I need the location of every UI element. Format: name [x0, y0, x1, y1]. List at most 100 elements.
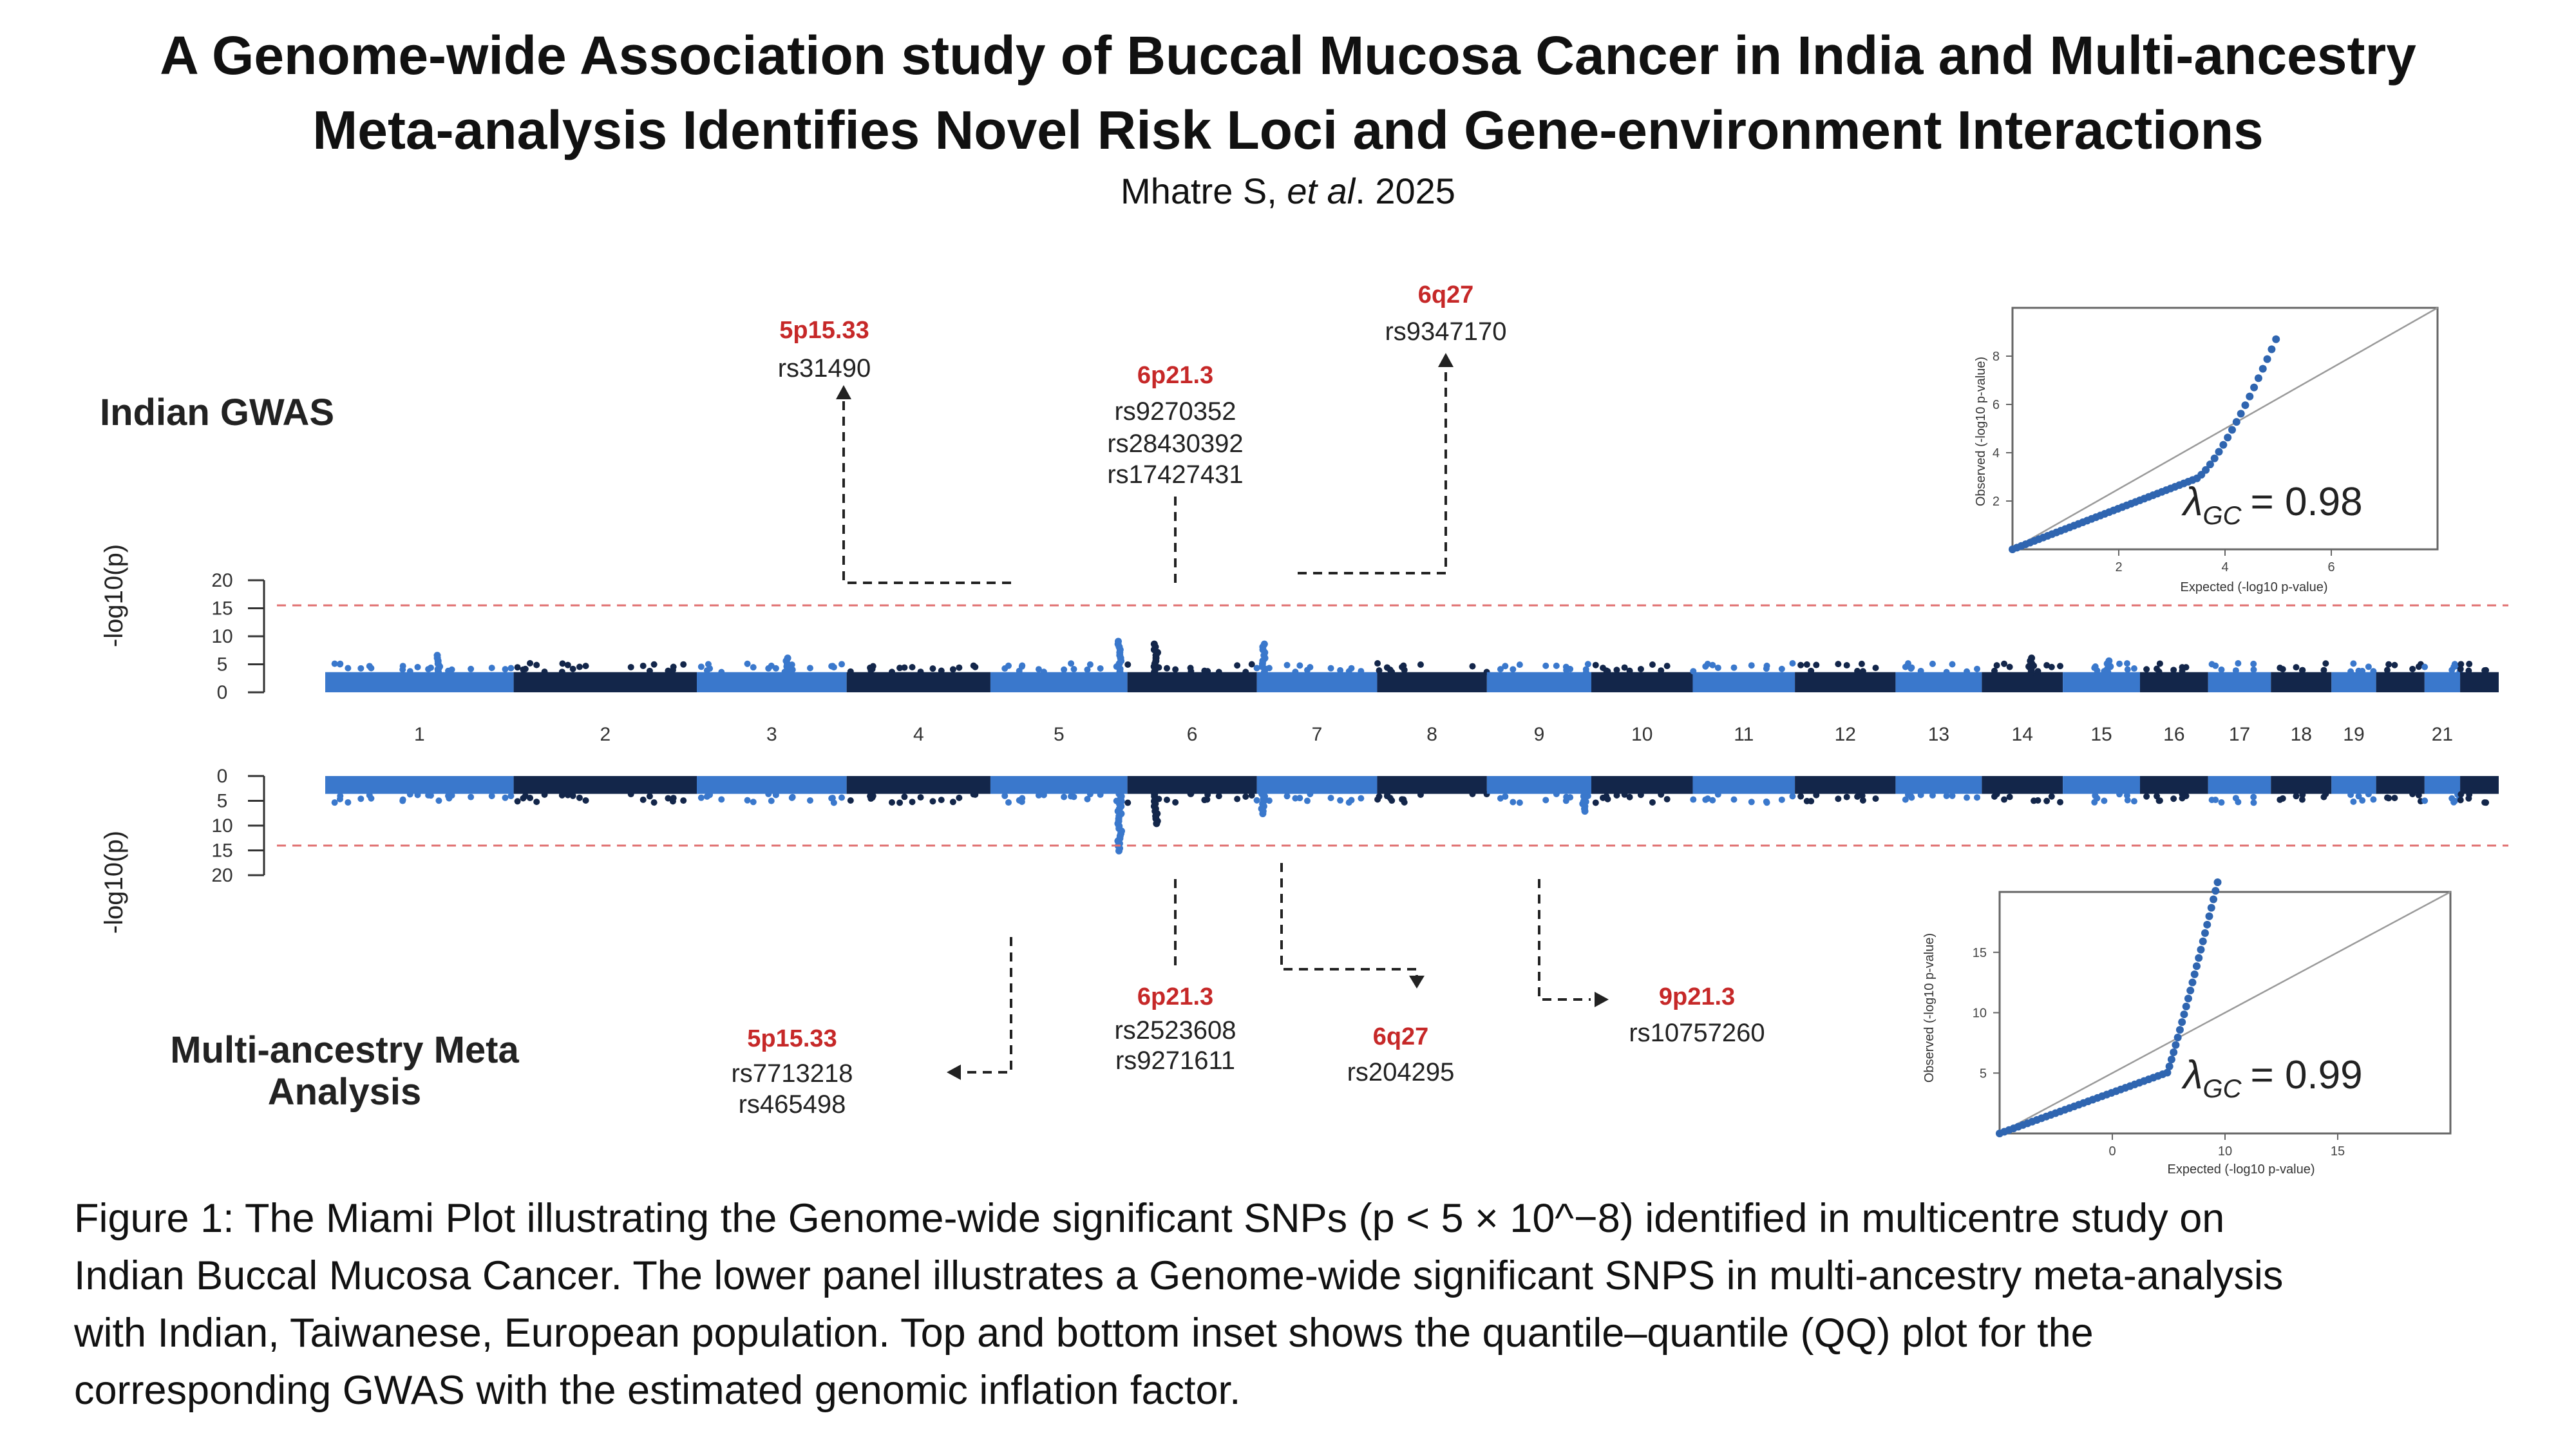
bottom-snp-point: [2350, 798, 2357, 805]
bottom-snp-point: [1690, 796, 1697, 803]
bottom-snp-point: [646, 793, 653, 800]
bottom-snp-point: [1808, 798, 1815, 805]
bottom-snp-point: [1592, 799, 1599, 806]
bottom-snp-point: [1778, 796, 1785, 803]
bottom-snp-point: [1621, 791, 1628, 798]
chromosome-label: 2: [600, 724, 611, 745]
top-snp-point: [488, 665, 495, 672]
bottom-chrom-band: [1795, 776, 1896, 794]
bottom-snp-point: [650, 799, 658, 806]
top-snp-point: [1563, 667, 1570, 674]
bottom-snp-point: [1040, 791, 1047, 799]
top-snp-point: [2170, 667, 2177, 674]
top-snp-point: [627, 663, 634, 670]
top-snp-point: [445, 667, 452, 674]
top-chrom-band: [2271, 672, 2332, 692]
bottom-snp-point: [1204, 791, 1211, 798]
bottom-snp-point: [1253, 797, 1260, 804]
bottom-snp-point: [2154, 793, 2161, 800]
top-snp-point: [541, 668, 548, 676]
bottom-snp-point: [2359, 797, 2366, 804]
top-chrom-band: [2331, 672, 2376, 692]
top-chrom-band: [2460, 672, 2499, 692]
qq-point: [2199, 937, 2207, 945]
chromosome-label: 3: [766, 724, 777, 745]
top-snp-point: [345, 665, 352, 672]
bottom-snp-point: [2347, 791, 2354, 799]
qq-point: [2224, 433, 2232, 442]
top-snp-point: [1993, 662, 2000, 669]
qq-x-tick-label: 6: [2327, 560, 2334, 574]
qq-point: [2184, 994, 2192, 1003]
top-snp-point: [558, 668, 565, 676]
bottom-snp-point: [399, 796, 406, 803]
qq-point: [2170, 1048, 2178, 1057]
top-snp-point: [1763, 662, 1770, 669]
bottom-snp-point: [917, 794, 924, 801]
bottom-snp-point: [765, 790, 772, 797]
bottom-chrom-band: [325, 776, 514, 794]
qq-point: [2167, 1056, 2175, 1064]
top-snp-point: [938, 667, 945, 674]
top-snp-point: [1582, 668, 1589, 676]
top-snp-point: [1016, 667, 1023, 674]
top-snp-point: [468, 665, 475, 672]
qq-point: [2268, 345, 2276, 354]
bottom-snp-point: [435, 797, 442, 804]
bottom-snp-point: [1542, 797, 1549, 804]
bottom-snp-point: [2001, 796, 2008, 803]
bottom-snp-point: [1201, 797, 1208, 804]
qq-point: [2237, 410, 2245, 418]
top-snp-point: [1626, 667, 1633, 674]
bottom-snp-point: [1163, 797, 1170, 804]
bottom-snp-point: [533, 799, 540, 806]
bottom-chrom-band: [1486, 776, 1592, 794]
chromosome-label: 4: [913, 724, 924, 745]
top-chrom-band: [2376, 672, 2425, 692]
top-snp-point: [522, 665, 529, 672]
bottom-chrom-band: [513, 776, 697, 794]
bottom-snp-point: [1345, 799, 1352, 806]
qq-point: [2210, 895, 2218, 904]
top-snp-point: [1296, 662, 1303, 669]
bottom-chrom-band: [1377, 776, 1487, 794]
bottom-snp-point: [2208, 797, 2215, 804]
top-snp-point: [331, 660, 338, 667]
bottom-snp-point: [2370, 796, 2377, 803]
bottom-snp-point: [2365, 791, 2372, 798]
bottom-snp-point: [838, 794, 846, 801]
bottom-snp-point: [1859, 792, 1866, 799]
bottom-snp-point: [888, 799, 895, 806]
bottom-snp-point: [2355, 793, 2362, 800]
top-snp-point: [1553, 662, 1560, 669]
top-snp-point: [2483, 667, 2490, 674]
bot-snp-rs204295: rs204295: [1347, 1058, 1455, 1086]
bottom-snp-point: [2116, 791, 2123, 798]
bottom-snp-point: [1604, 795, 1611, 802]
bottom-snp-point: [1358, 795, 1365, 802]
bottom-snp-point: [507, 792, 515, 799]
bottom-chrom-band: [2376, 776, 2425, 794]
qq-point: [2186, 987, 2195, 995]
top-chrom-band: [1591, 672, 1693, 692]
bottom-snp-point: [788, 794, 795, 801]
bottom-snp-point: [1943, 792, 1950, 799]
top-snp-point: [2448, 667, 2456, 674]
chromosome-label: 18: [2291, 724, 2312, 745]
chromosome-label: 5: [1054, 724, 1065, 745]
top-snp-point: [1307, 664, 1314, 671]
qq-point: [2182, 1002, 2190, 1010]
top-snp-point: [2123, 660, 2130, 667]
top-snp-point: [1949, 661, 1956, 668]
top-snp-point: [1714, 664, 1721, 671]
qq-y-tick-label: 6: [1993, 398, 2000, 412]
bottom-snp-point: [1215, 793, 1222, 800]
qq-point: [2190, 970, 2199, 978]
bottom-snp-point: [2124, 797, 2131, 804]
top-chrom-band: [1982, 672, 2063, 692]
top-snp-point: [929, 665, 936, 672]
top-snp-point: [1497, 666, 1504, 673]
bottom-snp-point: [639, 796, 647, 803]
bottom-snp-point: [1265, 797, 1273, 804]
